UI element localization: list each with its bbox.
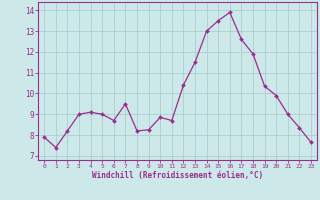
X-axis label: Windchill (Refroidissement éolien,°C): Windchill (Refroidissement éolien,°C) [92, 171, 263, 180]
